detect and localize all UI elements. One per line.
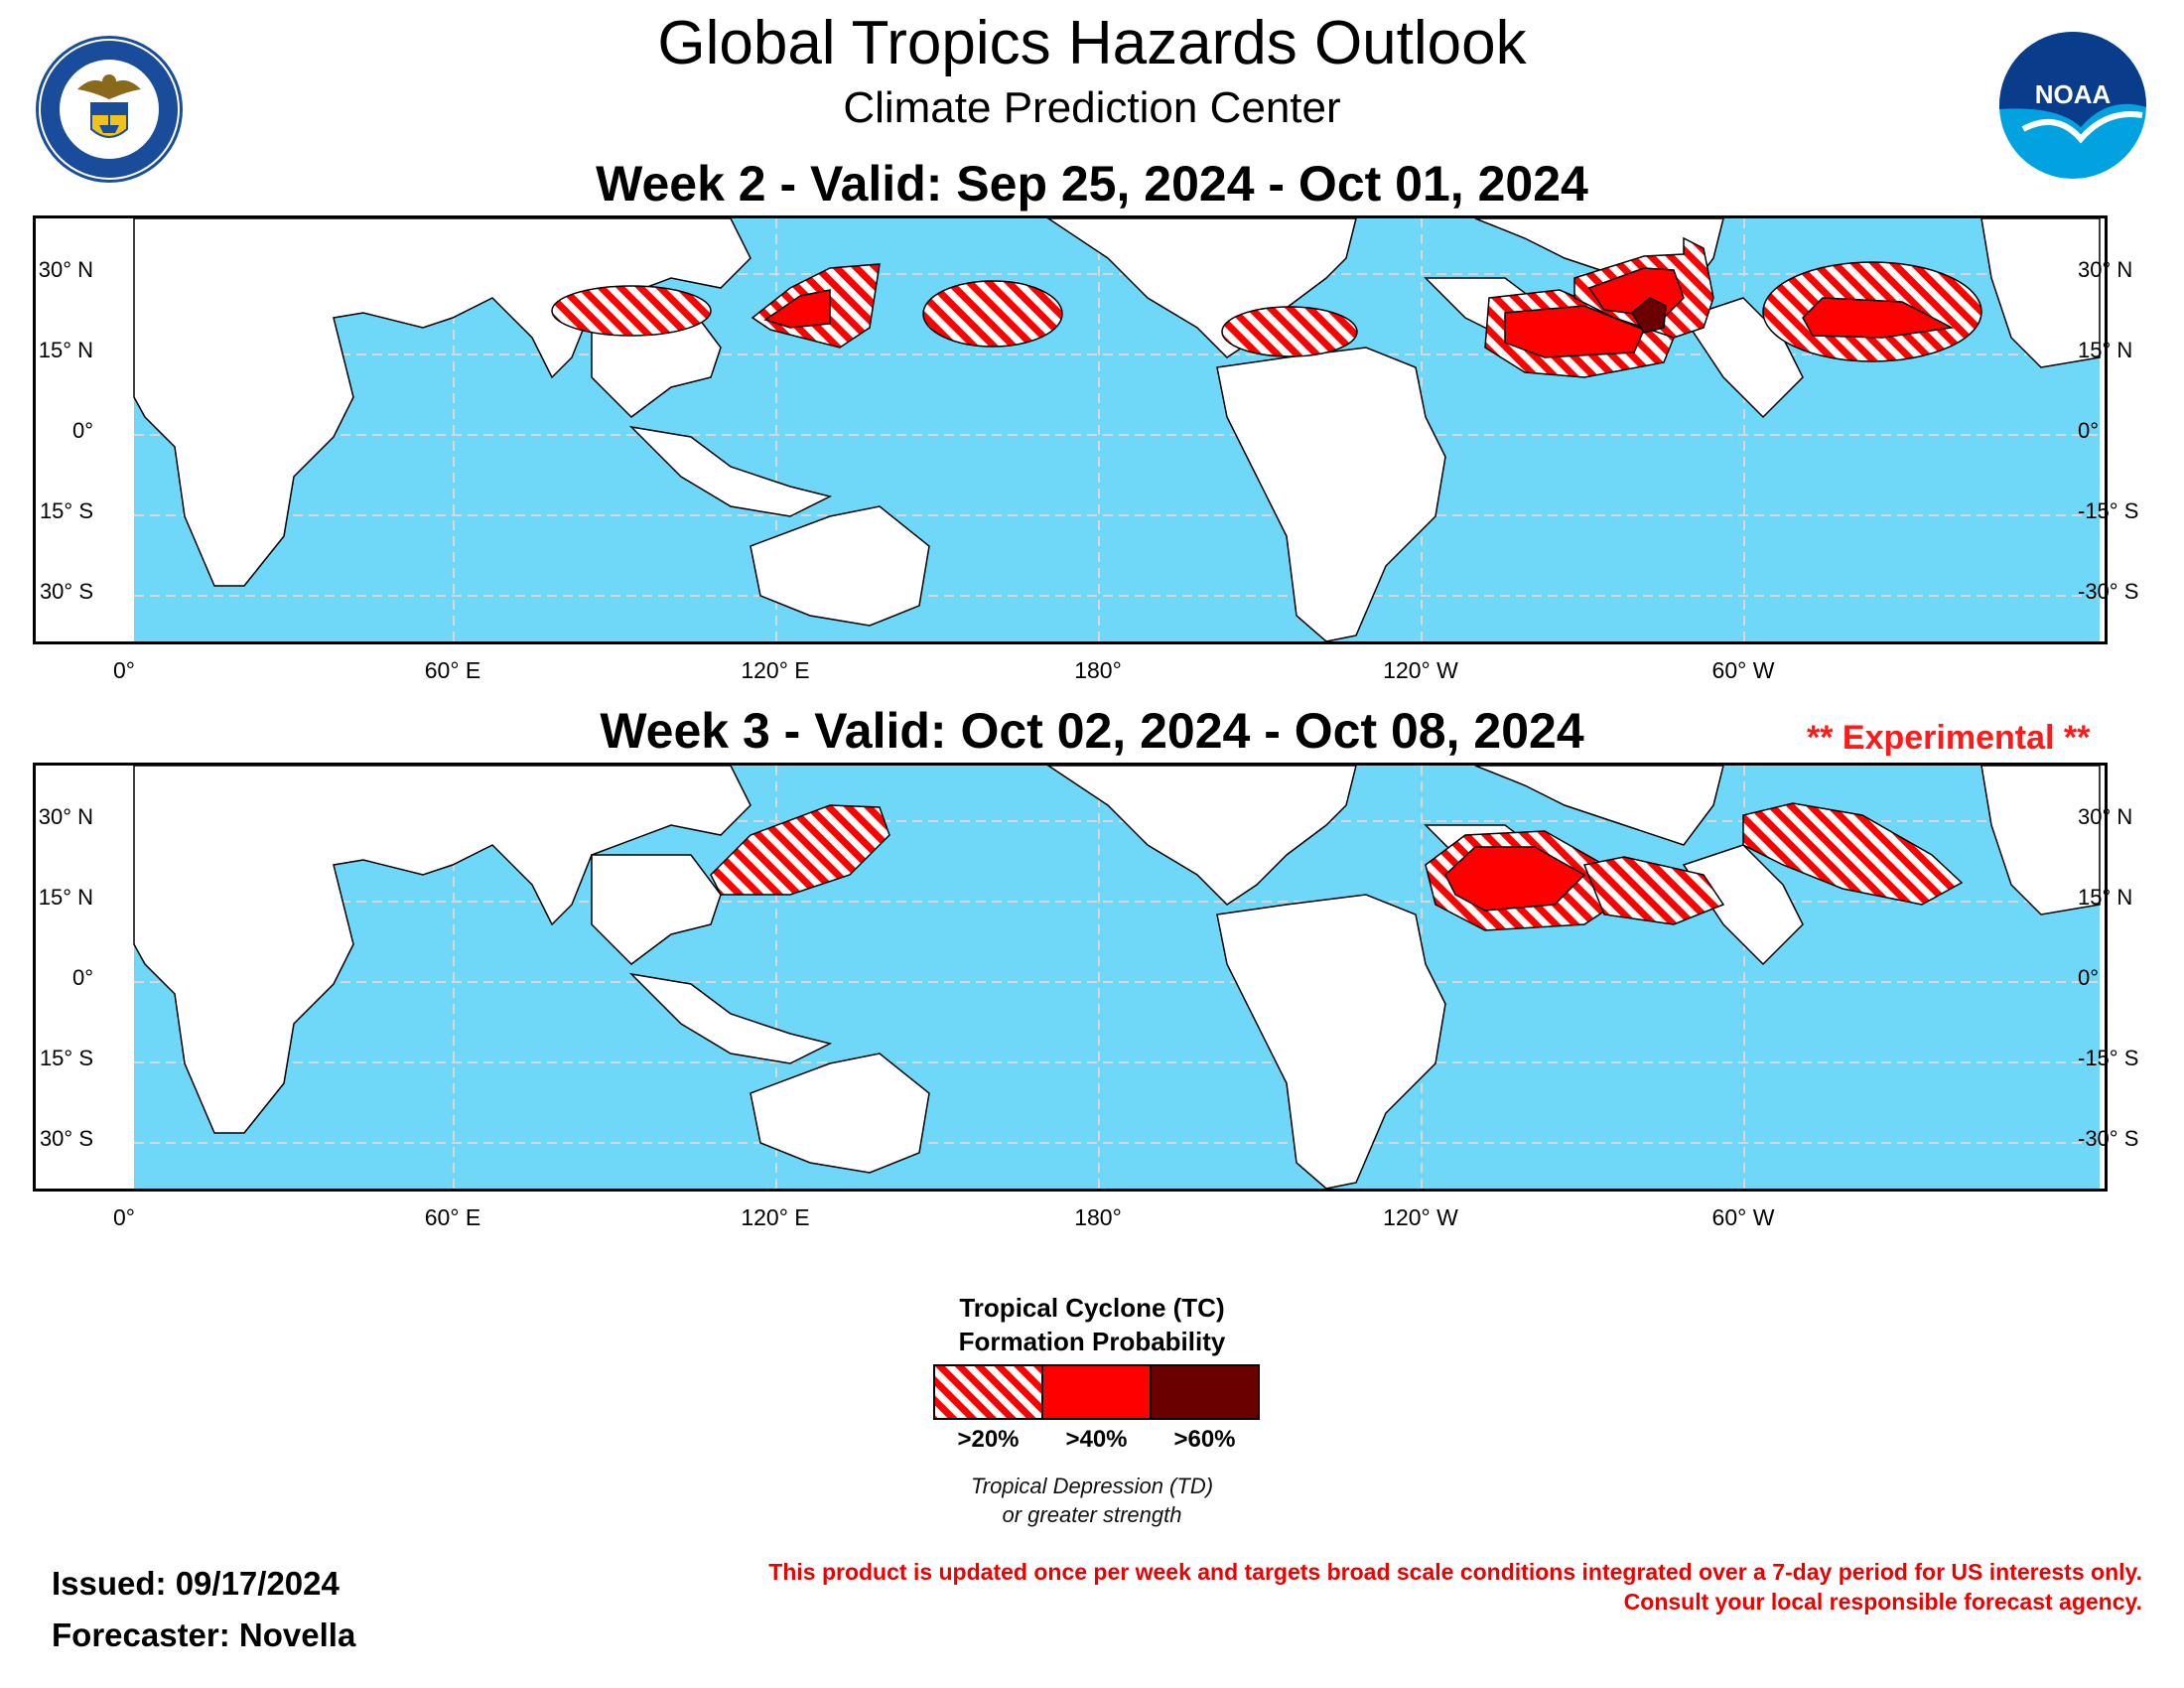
w3-lat-label-right: -15° S [2078,1046,2139,1070]
w2-lat-label-right: -30° S [2078,579,2139,604]
legend-label-60: >60% [1173,1426,1236,1453]
legend-swatch-20 [933,1364,1043,1420]
w3-lat-label-right: 15° N [2078,885,2133,910]
w2-lat-label-right: 15° N [2078,338,2133,362]
week2-title: Week 2 - Valid: Sep 25, 2024 - Oct 01, 2… [596,156,1588,211]
disclaimer-line1: This product is updated once per week an… [768,1559,2142,1585]
legend-label-40: >40% [1065,1426,1128,1453]
disclaimer: This product is updated once per week an… [554,1557,2142,1617]
disclaimer-line2: Consult your local responsible forecast … [1623,1589,2142,1615]
legend-title-line2: Formation Probability [958,1327,1226,1356]
w3-lat-label-right: 30° N [2078,804,2133,829]
legend-swatch-60 [1150,1364,1260,1420]
w3-lon-label: 120° W [1383,1204,1458,1230]
w2-lat-label-left: 30° S [39,579,93,604]
week3-map [33,763,2108,1192]
w3-lon-label: 120° E [741,1204,810,1230]
w2-lat-label-right: 0° [2078,418,2100,443]
landmasses [133,218,2101,641]
hazard-atlantic-mdr [1742,802,1964,906]
w2-lat-label-left: 15° S [39,498,93,523]
hazard-bay-of-bengal [551,285,712,337]
w2-lon-label: 180° [1074,657,1122,683]
legend-note-line2: or greater strength [1002,1502,1182,1527]
w3-lat-label-left: 30° N [38,804,93,829]
hazard-atlantic-mdr-40 [1802,297,1955,339]
page-title: Global Tropics Hazards Outlook [657,9,1527,77]
w2-lon-label: 60° W [1711,657,1775,683]
w3-lat-label-right: -30° S [2078,1126,2139,1151]
w2-lat-label-left: 30° N [38,257,93,282]
week3-hazard-areas [710,802,1964,931]
week3-title: Week 3 - Valid: Oct 02, 2024 - Oct 08, 2… [600,703,1584,759]
forecaster-name: Forecaster: Novella [52,1617,356,1653]
w3-lat-label-right: 0° [2078,965,2100,990]
legend-title-line1: Tropical Cyclone (TC) [959,1293,1225,1323]
w2-lon-label: 0° [113,657,135,683]
hazard-south-china-sea-40 [763,289,831,329]
commerce-seal-logo [34,34,185,185]
noaa-logo-text: NOAA [2035,79,2112,109]
legend-label-20: >20% [957,1426,1020,1453]
legend-swatch-40 [1041,1364,1152,1420]
w3-lon-label: 60° W [1711,1204,1775,1230]
w3-lon-label: 60° E [424,1204,481,1230]
legend-note-line1: Tropical Depression (TD) [970,1474,1214,1498]
legend-title: Tropical Cyclone (TC) Formation Probabil… [893,1291,1291,1358]
w2-lat-label-right: 30° N [2078,257,2133,282]
w2-lon-label: 60° E [424,657,481,683]
week2-map [33,215,2108,644]
w2-lat-label-left: 0° [71,418,93,443]
hazard-caribbean-60 [1631,297,1667,334]
hazard-central-pacific [1221,306,1358,357]
hazard-western-caribbean [1582,856,1725,925]
hazard-eastern-pacific-40 [1444,846,1586,912]
week2-hazard-areas [551,236,1982,378]
legend-note: Tropical Depression (TD) or greater stre… [874,1472,1310,1529]
w3-lat-label-left: 0° [71,965,93,990]
noaa-logo: NOAA [1997,30,2148,181]
w2-lon-label: 120° E [741,657,810,683]
w3-lon-label: 0° [113,1204,135,1230]
w3-lat-label-left: 15° S [39,1046,93,1070]
w2-lat-label-right: -15° S [2078,498,2139,523]
hazard-south-china-sea [710,804,890,896]
page-subtitle: Climate Prediction Center [843,83,1341,132]
hazard-western-pacific [922,280,1063,348]
w2-lat-label-left: 15° N [38,338,93,362]
issued-date: Issued: 09/17/2024 [52,1565,340,1602]
w2-lon-label: 120° W [1383,657,1458,683]
experimental-label: ** Experimental ** [1807,719,2091,757]
w3-lat-label-left: 15° N [38,885,93,910]
w3-lat-label-left: 30° S [39,1126,93,1151]
w3-lon-label: 180° [1074,1204,1122,1230]
hazard-eastern-pacific-40 [1504,305,1645,358]
